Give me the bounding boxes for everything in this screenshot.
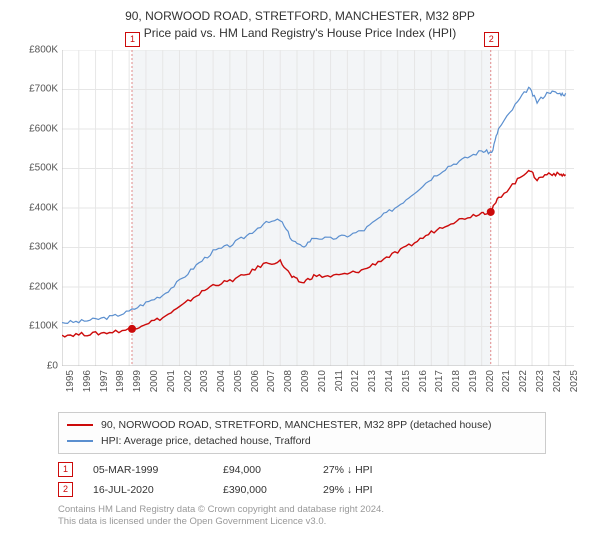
footer-line2: This data is licensed under the Open Gov… (58, 516, 590, 529)
footer-attribution: Contains HM Land Registry data © Crown c… (58, 504, 590, 530)
legend-swatch (67, 424, 93, 426)
x-tick-label: 2016 (418, 370, 429, 392)
x-tick-label: 2023 (535, 370, 546, 392)
x-tick-label: 2020 (485, 370, 496, 392)
x-tick-label: 2021 (501, 370, 512, 392)
x-tick-label: 2018 (451, 370, 462, 392)
x-tick-label: 2008 (283, 370, 294, 392)
x-tick-label: 2022 (518, 370, 529, 392)
x-tick-label: 2009 (300, 370, 311, 392)
x-tick-label: 1997 (99, 370, 110, 392)
x-tick-label: 2003 (199, 370, 210, 392)
y-tick-label: £300K (18, 242, 58, 253)
x-tick-label: 2011 (334, 370, 345, 392)
legend-item: 90, NORWOOD ROAD, STRETFORD, MANCHESTER,… (67, 417, 537, 433)
y-tick-label: £800K (18, 44, 58, 55)
x-tick-label: 2013 (367, 370, 378, 392)
x-tick-label: 1996 (82, 370, 93, 392)
x-tick-label: 1998 (115, 370, 126, 392)
x-tick-label: 2001 (166, 370, 177, 392)
plot-svg (62, 50, 574, 366)
y-tick-label: £400K (18, 202, 58, 213)
legend-swatch (67, 440, 93, 442)
event-id-box: 2 (58, 482, 73, 497)
event-row: 1 05-MAR-1999£94,00027% ↓ HPI (58, 460, 590, 480)
x-tick-label: 2007 (266, 370, 277, 392)
x-tick-label: 2002 (183, 370, 194, 392)
x-tick-label: 2000 (149, 370, 160, 392)
event-diff: 27% ↓ HPI (323, 464, 433, 476)
chart-container: 90, NORWOOD ROAD, STRETFORD, MANCHESTER,… (0, 0, 600, 560)
legend-label: HPI: Average price, detached house, Traf… (101, 435, 311, 447)
event-id-box: 1 (58, 462, 73, 477)
x-tick-label: 2014 (384, 370, 395, 392)
plot-region: 12 (62, 50, 574, 366)
legend-item: HPI: Average price, detached house, Traf… (67, 433, 537, 449)
y-tick-label: £600K (18, 123, 58, 134)
event-row: 2 16-JUL-2020£390,00029% ↓ HPI (58, 480, 590, 500)
y-tick-label: £200K (18, 281, 58, 292)
event-price: £390,000 (223, 484, 323, 496)
title-line2: Price paid vs. HM Land Registry's House … (10, 25, 590, 42)
x-tick-label: 2005 (233, 370, 244, 392)
x-tick-label: 1995 (65, 370, 76, 392)
y-tick-label: £700K (18, 84, 58, 95)
footer-line1: Contains HM Land Registry data © Crown c… (58, 504, 590, 517)
legend-label: 90, NORWOOD ROAD, STRETFORD, MANCHESTER,… (101, 419, 492, 431)
x-tick-label: 2019 (468, 370, 479, 392)
sale-marker-box: 2 (484, 32, 499, 47)
event-date: 05-MAR-1999 (93, 464, 223, 476)
y-tick-label: £0 (18, 360, 58, 371)
x-tick-label: 2017 (434, 370, 445, 392)
sale-events: 1 05-MAR-1999£94,00027% ↓ HPI 2 16-JUL-2020… (58, 460, 590, 500)
y-tick-label: £100K (18, 321, 58, 332)
x-tick-label: 1999 (132, 370, 143, 392)
event-price: £94,000 (223, 464, 323, 476)
chart-area: £0 £100K £200K £300K £400K £500K £600K £700K £80… (18, 46, 578, 406)
legend: 90, NORWOOD ROAD, STRETFORD, MANCHESTER,… (58, 412, 546, 454)
chart-title: 90, NORWOOD ROAD, STRETFORD, MANCHESTER,… (10, 8, 590, 42)
x-tick-label: 2024 (552, 370, 563, 392)
x-tick-label: 2015 (401, 370, 412, 392)
x-tick-label: 2010 (317, 370, 328, 392)
event-date: 16-JUL-2020 (93, 484, 223, 496)
x-tick-label: 2012 (350, 370, 361, 392)
x-tick-label: 2004 (216, 370, 227, 392)
sale-marker-box: 1 (125, 32, 140, 47)
x-tick-label: 2025 (569, 370, 580, 392)
title-line1: 90, NORWOOD ROAD, STRETFORD, MANCHESTER,… (10, 8, 590, 25)
event-diff: 29% ↓ HPI (323, 484, 433, 496)
y-tick-label: £500K (18, 163, 58, 174)
x-tick-label: 2006 (250, 370, 261, 392)
